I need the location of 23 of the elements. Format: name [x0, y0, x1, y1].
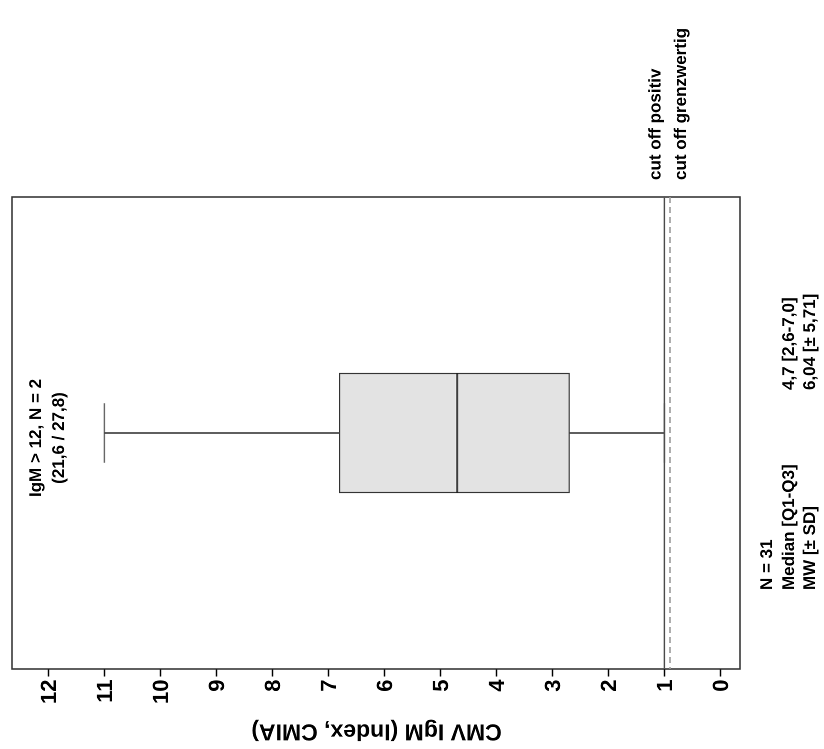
- ref-line-label: cut off grenzwertig: [671, 28, 690, 180]
- x-axis-title: CMV IgM (Index, CMIA): [251, 720, 502, 746]
- annotation: (21,6 / 27,8): [49, 392, 68, 484]
- x-tick-label: 3: [540, 680, 565, 692]
- x-tick-label: 7: [316, 680, 341, 692]
- text: 4,7 [2,6-7,0]: [779, 297, 798, 390]
- text: Median [Q1-Q3]: [779, 464, 798, 590]
- x-tick-label: 6: [372, 680, 397, 692]
- ref-line-label: cut off positiv: [645, 68, 664, 180]
- x-tick-label: 4: [484, 678, 509, 692]
- x-tick-label: 5: [428, 680, 453, 692]
- x-tick-label: 1: [652, 680, 677, 692]
- text: MW [± SD]: [800, 506, 819, 590]
- text: 6,04 [± 5,71]: [800, 294, 819, 390]
- annotation: IgM > 12, N = 2: [26, 378, 45, 498]
- x-tick-label: 2: [596, 680, 621, 692]
- x-tick-label: 10: [148, 680, 173, 704]
- x-tick-label: 9: [204, 680, 229, 692]
- x-tick-label: 0: [708, 680, 733, 692]
- x-tick-label: 12: [36, 680, 61, 704]
- text: N = 31: [757, 539, 776, 590]
- x-tick-label: 11: [92, 680, 117, 703]
- x-tick-label: 8: [260, 680, 285, 692]
